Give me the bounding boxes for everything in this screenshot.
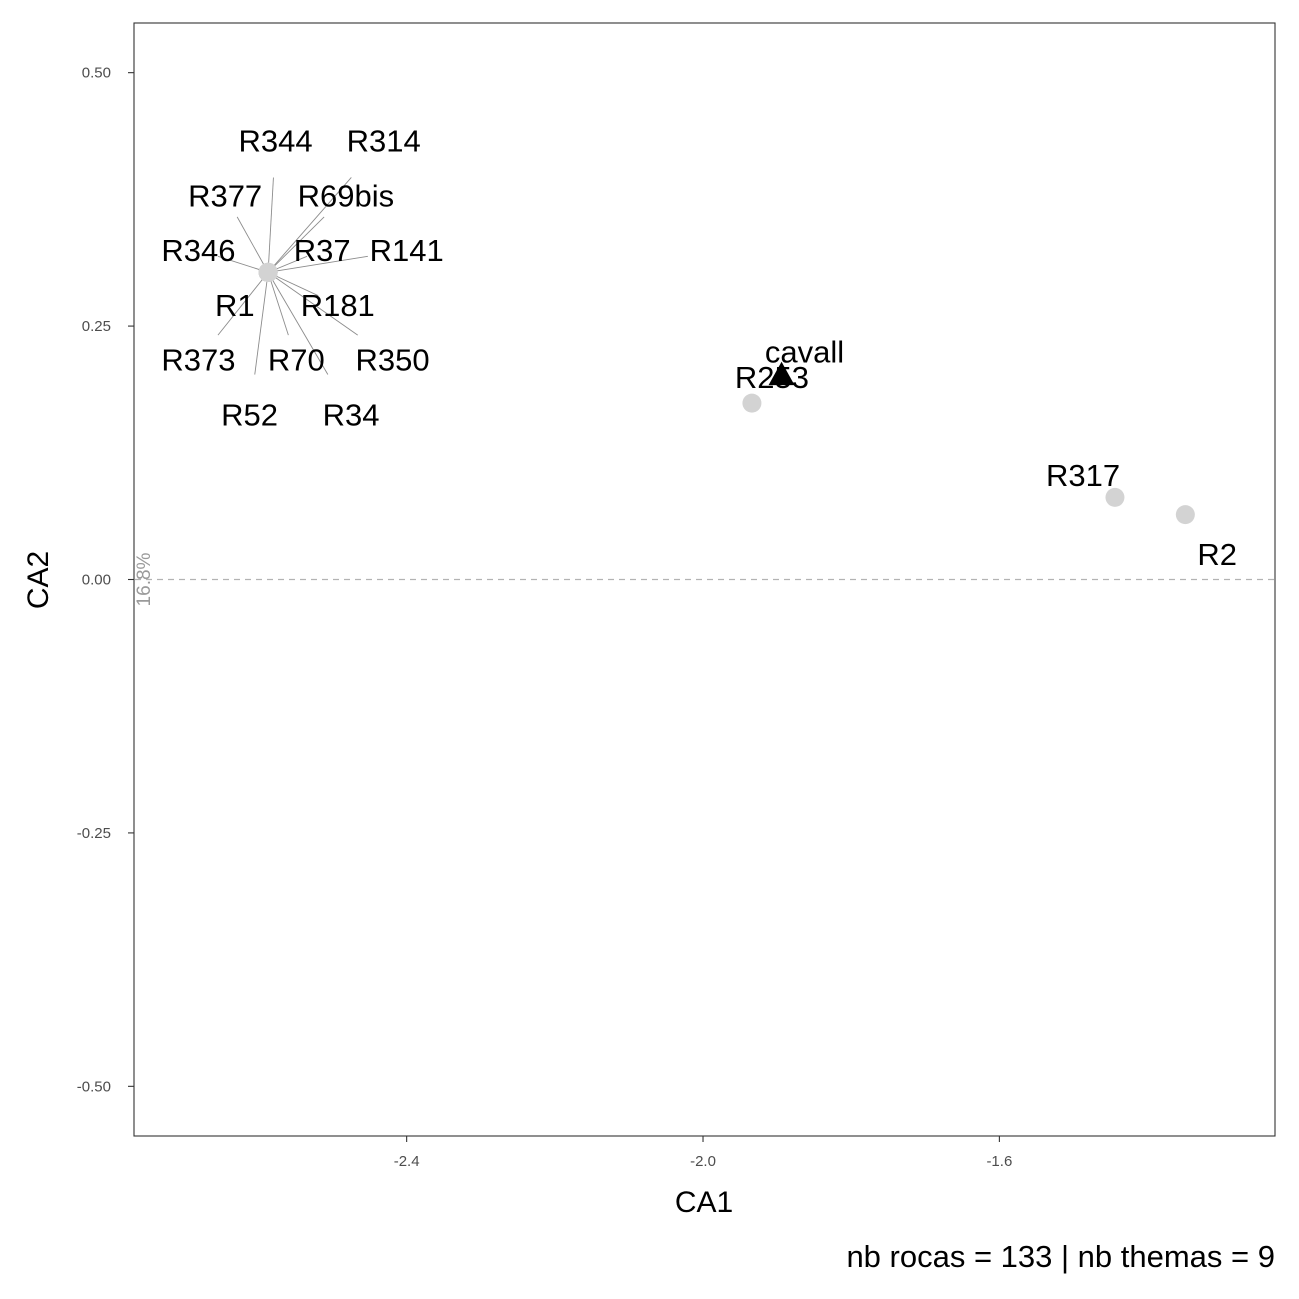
roca-label: R373 <box>161 343 235 378</box>
roca-label: R2 <box>1197 537 1237 572</box>
roca-points <box>258 262 1195 525</box>
roca-label: R253 <box>735 360 809 395</box>
leader-line <box>267 271 358 336</box>
leader-line <box>267 272 329 375</box>
leader-line <box>267 177 274 273</box>
y-axis-title: CA2 <box>22 551 55 609</box>
roca-label: R377 <box>188 178 262 213</box>
roca-point <box>742 393 762 413</box>
thema-markers <box>768 361 795 386</box>
roca-label: R346 <box>161 233 235 268</box>
leader-line <box>268 255 368 273</box>
roca-label: R52 <box>221 397 278 432</box>
x-tick-label: -2.4 <box>394 1153 420 1170</box>
roca-label: R70 <box>268 343 325 378</box>
leader-line <box>267 177 352 273</box>
x-axis-ticks: -2.4 -2.0 -1.6 <box>394 1136 1012 1170</box>
roca-point <box>1105 487 1125 507</box>
roca-point <box>258 262 278 282</box>
roca-point <box>1175 505 1195 525</box>
leader-line <box>267 216 325 273</box>
roca-label: R317 <box>1046 458 1120 493</box>
variance-annotation: 16.8% <box>134 552 155 606</box>
chart-caption: nb rocas = 133 | nb themas = 9 <box>846 1239 1275 1274</box>
y-tick-label: -0.25 <box>77 825 111 842</box>
roca-label: R350 <box>356 343 430 378</box>
y-axis-ticks: 0.50 0.25 0.00 -0.25 -0.50 <box>77 65 134 1095</box>
point-labels: R344 R314 R377 R69bis R346 R37 R141 R1 R181 R373 R… <box>161 124 1237 573</box>
leader-line <box>254 272 269 375</box>
y-tick-label: -0.50 <box>77 1078 111 1095</box>
roca-label: R344 <box>238 124 312 159</box>
roca-label: R181 <box>301 288 375 323</box>
roca-label: R314 <box>347 124 421 159</box>
leader-line <box>267 272 289 336</box>
y-tick-label: 0.25 <box>82 318 111 335</box>
thema-label: cavall <box>765 334 844 369</box>
x-axis-title: CA1 <box>675 1186 733 1219</box>
label-leader-lines <box>217 177 368 375</box>
leader-line <box>217 272 269 336</box>
y-tick-label: 0.00 <box>82 572 111 589</box>
roca-label: R34 <box>323 397 380 432</box>
x-tick-label: -2.0 <box>690 1153 716 1170</box>
roca-label: R37 <box>294 233 351 268</box>
leader-line <box>236 216 269 273</box>
x-tick-label: -1.6 <box>986 1153 1012 1170</box>
roca-label: R69bis <box>298 178 395 213</box>
thema-triangle <box>768 361 795 386</box>
roca-label: R141 <box>370 233 444 268</box>
roca-label: R1 <box>215 288 255 323</box>
y-tick-label: 0.50 <box>82 65 111 82</box>
